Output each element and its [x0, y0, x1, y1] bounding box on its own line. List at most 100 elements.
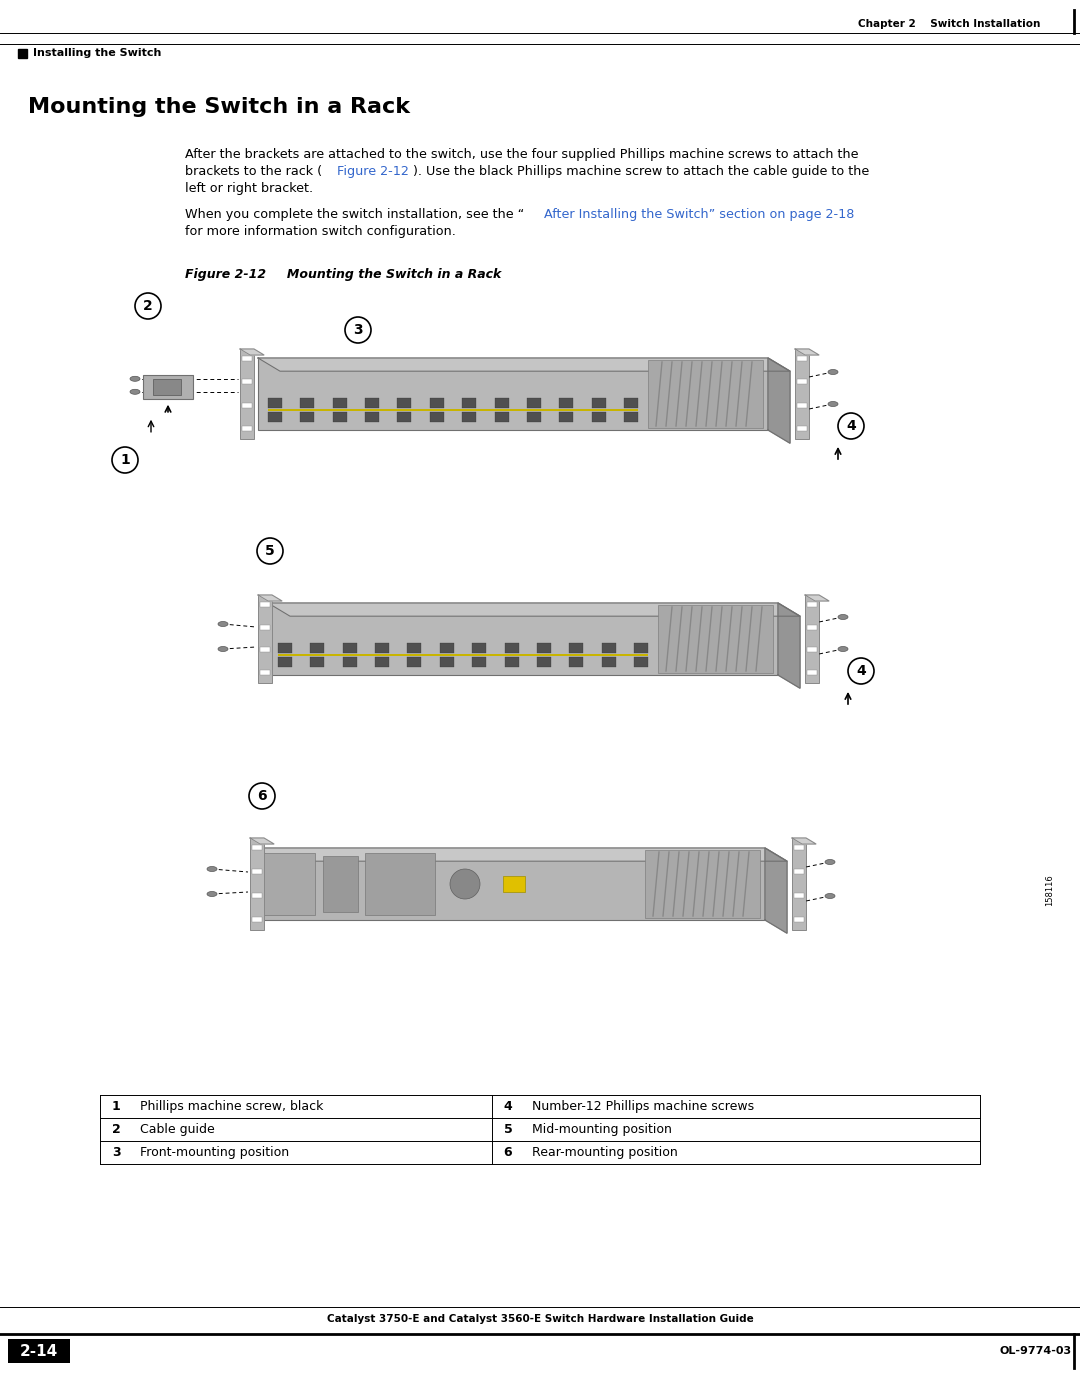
Bar — [268, 408, 638, 411]
Circle shape — [112, 447, 138, 474]
Bar — [503, 876, 525, 893]
Bar — [18, 49, 27, 59]
Ellipse shape — [838, 647, 848, 651]
Polygon shape — [255, 848, 787, 861]
Circle shape — [135, 293, 161, 319]
Text: Installing the Switch: Installing the Switch — [33, 47, 161, 59]
Text: After Installing the Switch” section on page 2-18: After Installing the Switch” section on … — [544, 208, 854, 221]
Bar — [397, 398, 411, 408]
Bar — [658, 605, 773, 673]
Bar — [258, 595, 272, 683]
Bar — [462, 398, 476, 408]
Bar — [559, 412, 573, 422]
Bar — [397, 412, 411, 422]
Bar — [592, 398, 606, 408]
Bar — [537, 657, 551, 666]
Bar — [240, 349, 254, 439]
Bar — [648, 360, 762, 427]
Bar — [310, 643, 324, 652]
Bar — [592, 412, 606, 422]
Bar — [242, 356, 252, 360]
Bar — [300, 398, 314, 408]
Text: Figure 2-12: Figure 2-12 — [185, 268, 266, 281]
Bar — [252, 869, 262, 875]
Polygon shape — [795, 349, 819, 355]
Bar — [527, 412, 541, 422]
Circle shape — [838, 414, 864, 439]
Text: Figure 2-12: Figure 2-12 — [337, 165, 408, 177]
Bar — [797, 380, 807, 384]
Bar — [624, 412, 638, 422]
Bar — [252, 845, 262, 849]
Bar — [495, 412, 509, 422]
Bar — [797, 402, 807, 408]
Bar — [8, 1338, 70, 1363]
Text: Cable guide: Cable guide — [140, 1123, 215, 1136]
Bar — [504, 657, 518, 666]
Bar — [797, 356, 807, 360]
Bar — [792, 838, 806, 930]
Text: 158116: 158116 — [1045, 875, 1054, 905]
Bar — [365, 854, 435, 915]
Text: Chapter 2    Switch Installation: Chapter 2 Switch Installation — [858, 20, 1040, 29]
Bar — [794, 916, 804, 922]
Polygon shape — [778, 604, 800, 689]
Bar — [242, 402, 252, 408]
Text: Rear-mounting position: Rear-mounting position — [531, 1146, 677, 1160]
Bar — [260, 671, 270, 675]
Polygon shape — [268, 604, 800, 616]
Bar — [375, 643, 389, 652]
Polygon shape — [765, 848, 787, 933]
Text: Mounting the Switch in a Rack: Mounting the Switch in a Rack — [265, 268, 501, 281]
Text: 5: 5 — [503, 1123, 512, 1136]
Bar — [342, 643, 356, 652]
Circle shape — [249, 782, 275, 809]
Text: 5: 5 — [265, 543, 275, 557]
Bar — [153, 379, 181, 395]
Bar — [495, 398, 509, 408]
Text: 1: 1 — [120, 453, 130, 467]
Text: Number-12 Phillips machine screws: Number-12 Phillips machine screws — [531, 1099, 754, 1113]
Bar — [260, 624, 270, 630]
Text: brackets to the rack (: brackets to the rack ( — [185, 165, 322, 177]
Bar — [342, 657, 356, 666]
Polygon shape — [258, 358, 789, 372]
Text: After the brackets are attached to the switch, use the four supplied Phillips ma: After the brackets are attached to the s… — [185, 148, 859, 161]
Polygon shape — [249, 838, 274, 844]
Ellipse shape — [828, 401, 838, 407]
Bar — [807, 671, 816, 675]
Bar — [794, 845, 804, 849]
Text: 1: 1 — [112, 1099, 121, 1113]
Bar — [624, 398, 638, 408]
Bar — [375, 657, 389, 666]
Text: 2-14: 2-14 — [19, 1344, 58, 1358]
Bar — [645, 849, 760, 918]
Bar — [252, 916, 262, 922]
Bar — [805, 595, 819, 683]
Text: ). Use the black Phillips machine screw to attach the cable guide to the: ). Use the black Phillips machine screw … — [413, 165, 869, 177]
Circle shape — [257, 538, 283, 564]
Bar — [249, 838, 264, 930]
Bar — [268, 604, 778, 675]
Bar — [807, 624, 816, 630]
Bar — [527, 398, 541, 408]
Text: for more information switch configuration.: for more information switch configuratio… — [185, 225, 456, 237]
Bar — [430, 412, 444, 422]
Bar — [323, 856, 357, 912]
Bar — [278, 654, 648, 657]
Text: 2: 2 — [112, 1123, 121, 1136]
Text: Catalyst 3750-E and Catalyst 3560-E Switch Hardware Installation Guide: Catalyst 3750-E and Catalyst 3560-E Swit… — [326, 1315, 754, 1324]
Bar — [602, 643, 616, 652]
Bar — [430, 398, 444, 408]
Bar — [440, 657, 454, 666]
Circle shape — [848, 658, 874, 685]
Ellipse shape — [207, 891, 217, 897]
Text: 6: 6 — [503, 1146, 512, 1160]
Polygon shape — [805, 595, 829, 601]
Text: 6: 6 — [257, 789, 267, 803]
Bar — [333, 398, 347, 408]
Bar — [242, 426, 252, 432]
Bar — [569, 643, 583, 652]
Bar — [268, 398, 282, 408]
Bar — [260, 602, 270, 608]
